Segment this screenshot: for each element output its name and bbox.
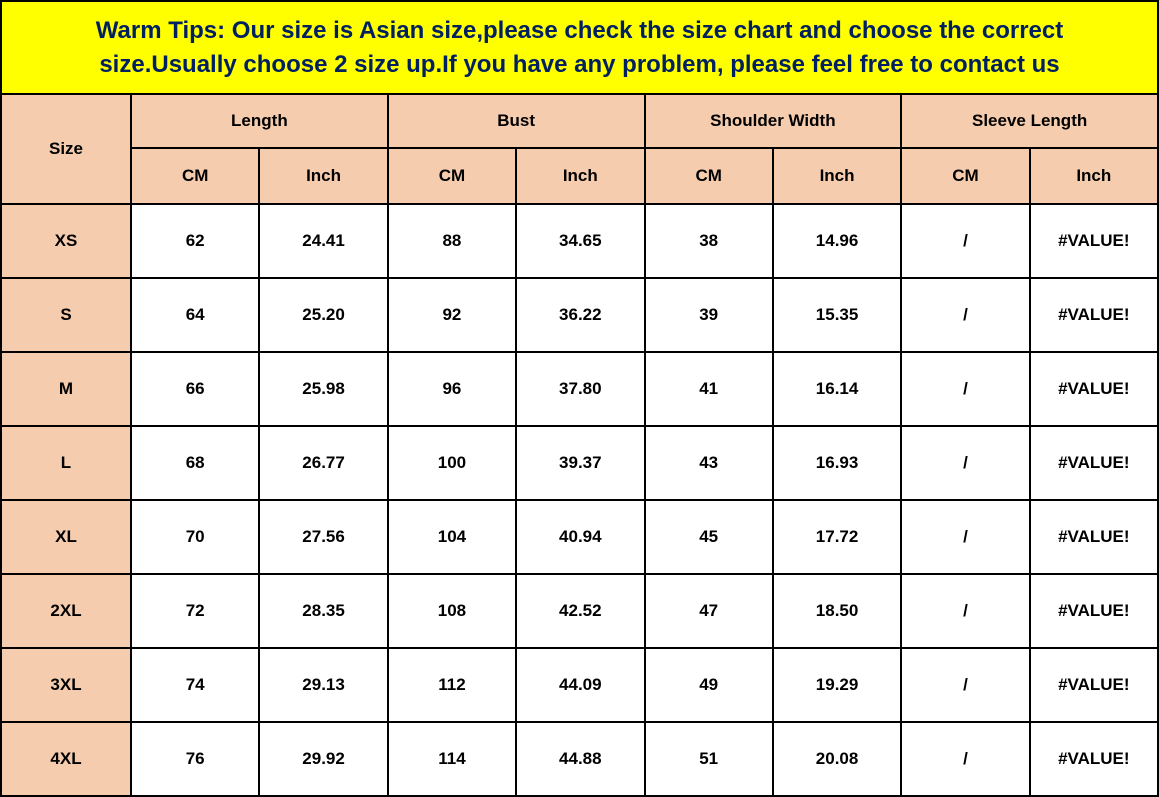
size-label: 3XL xyxy=(1,648,131,722)
length-inch: 24.41 xyxy=(259,204,387,278)
table-row: 2XL7228.3510842.524718.50/#VALUE! xyxy=(1,574,1158,648)
sleeve-cm: / xyxy=(901,278,1029,352)
shoulder-cm: 47 xyxy=(645,574,773,648)
shoulder-inch: 16.93 xyxy=(773,426,901,500)
warm-tips-banner: Warm Tips: Our size is Asian size,please… xyxy=(0,0,1159,93)
length-inch: 25.98 xyxy=(259,352,387,426)
table-row: XS6224.418834.653814.96/#VALUE! xyxy=(1,204,1158,278)
shoulder-inch: 14.96 xyxy=(773,204,901,278)
table-row: S6425.209236.223915.35/#VALUE! xyxy=(1,278,1158,352)
bust-cm: 108 xyxy=(388,574,516,648)
length-inch: 27.56 xyxy=(259,500,387,574)
size-label: S xyxy=(1,278,131,352)
bust-inch: 42.52 xyxy=(516,574,644,648)
shoulder-inch: 16.14 xyxy=(773,352,901,426)
sleeve-cm: / xyxy=(901,204,1029,278)
length-inch: 26.77 xyxy=(259,426,387,500)
table-row: 4XL7629.9211444.885120.08/#VALUE! xyxy=(1,722,1158,796)
shoulder-cm: 39 xyxy=(645,278,773,352)
table-row: L6826.7710039.374316.93/#VALUE! xyxy=(1,426,1158,500)
bust-inch: 44.09 xyxy=(516,648,644,722)
sleeve-inch: #VALUE! xyxy=(1030,500,1158,574)
size-label: 2XL xyxy=(1,574,131,648)
table-row: 3XL7429.1311244.094919.29/#VALUE! xyxy=(1,648,1158,722)
sleeve-cm: / xyxy=(901,426,1029,500)
length-cm: 64 xyxy=(131,278,259,352)
length-cm: 74 xyxy=(131,648,259,722)
sleeve-inch: #VALUE! xyxy=(1030,352,1158,426)
bust-inch: 39.37 xyxy=(516,426,644,500)
shoulder-inch: 19.29 xyxy=(773,648,901,722)
shoulder-cm: 49 xyxy=(645,648,773,722)
sleeve-inch: #VALUE! xyxy=(1030,574,1158,648)
sleeve-inch: #VALUE! xyxy=(1030,278,1158,352)
length-inch: 25.20 xyxy=(259,278,387,352)
length-inch: 29.13 xyxy=(259,648,387,722)
bust-cm: 96 xyxy=(388,352,516,426)
shoulder-inch: 20.08 xyxy=(773,722,901,796)
sleeve-cm: / xyxy=(901,352,1029,426)
bust-inch: 40.94 xyxy=(516,500,644,574)
size-label: XS xyxy=(1,204,131,278)
size-header: Size xyxy=(1,94,131,204)
sleeve-length-header: Sleeve Length xyxy=(901,94,1158,148)
bust-header: Bust xyxy=(388,94,645,148)
size-label: L xyxy=(1,426,131,500)
shoulder-cm-header: CM xyxy=(645,148,773,204)
sleeve-inch-header: Inch xyxy=(1030,148,1158,204)
length-cm-header: CM xyxy=(131,148,259,204)
sleeve-inch: #VALUE! xyxy=(1030,426,1158,500)
sleeve-cm: / xyxy=(901,722,1029,796)
length-cm: 62 xyxy=(131,204,259,278)
shoulder-cm: 51 xyxy=(645,722,773,796)
sleeve-cm: / xyxy=(901,648,1029,722)
length-cm: 66 xyxy=(131,352,259,426)
bust-inch: 36.22 xyxy=(516,278,644,352)
shoulder-inch: 17.72 xyxy=(773,500,901,574)
bust-cm: 92 xyxy=(388,278,516,352)
size-chart-table: Size Length Bust Shoulder Width Sleeve L… xyxy=(0,93,1159,797)
table-row: XL7027.5610440.944517.72/#VALUE! xyxy=(1,500,1158,574)
length-cm: 68 xyxy=(131,426,259,500)
bust-inch-header: Inch xyxy=(516,148,644,204)
sleeve-inch: #VALUE! xyxy=(1030,722,1158,796)
sleeve-cm: / xyxy=(901,500,1029,574)
bust-inch: 34.65 xyxy=(516,204,644,278)
shoulder-cm: 41 xyxy=(645,352,773,426)
length-header: Length xyxy=(131,94,388,148)
bust-cm-header: CM xyxy=(388,148,516,204)
size-chart-container: Warm Tips: Our size is Asian size,please… xyxy=(0,0,1159,797)
bust-cm: 104 xyxy=(388,500,516,574)
sleeve-inch: #VALUE! xyxy=(1030,648,1158,722)
length-inch: 28.35 xyxy=(259,574,387,648)
shoulder-cm: 38 xyxy=(645,204,773,278)
bust-cm: 114 xyxy=(388,722,516,796)
length-inch: 29.92 xyxy=(259,722,387,796)
shoulder-inch-header: Inch xyxy=(773,148,901,204)
bust-inch: 37.80 xyxy=(516,352,644,426)
shoulder-inch: 18.50 xyxy=(773,574,901,648)
length-cm: 72 xyxy=(131,574,259,648)
sleeve-inch: #VALUE! xyxy=(1030,204,1158,278)
sleeve-cm: / xyxy=(901,574,1029,648)
length-cm: 76 xyxy=(131,722,259,796)
shoulder-inch: 15.35 xyxy=(773,278,901,352)
sleeve-cm-header: CM xyxy=(901,148,1029,204)
size-label: 4XL xyxy=(1,722,131,796)
bust-inch: 44.88 xyxy=(516,722,644,796)
shoulder-cm: 43 xyxy=(645,426,773,500)
size-label: XL xyxy=(1,500,131,574)
length-cm: 70 xyxy=(131,500,259,574)
length-inch-header: Inch xyxy=(259,148,387,204)
bust-cm: 112 xyxy=(388,648,516,722)
size-label: M xyxy=(1,352,131,426)
bust-cm: 88 xyxy=(388,204,516,278)
shoulder-cm: 45 xyxy=(645,500,773,574)
shoulder-width-header: Shoulder Width xyxy=(645,94,902,148)
table-row: M6625.989637.804116.14/#VALUE! xyxy=(1,352,1158,426)
bust-cm: 100 xyxy=(388,426,516,500)
